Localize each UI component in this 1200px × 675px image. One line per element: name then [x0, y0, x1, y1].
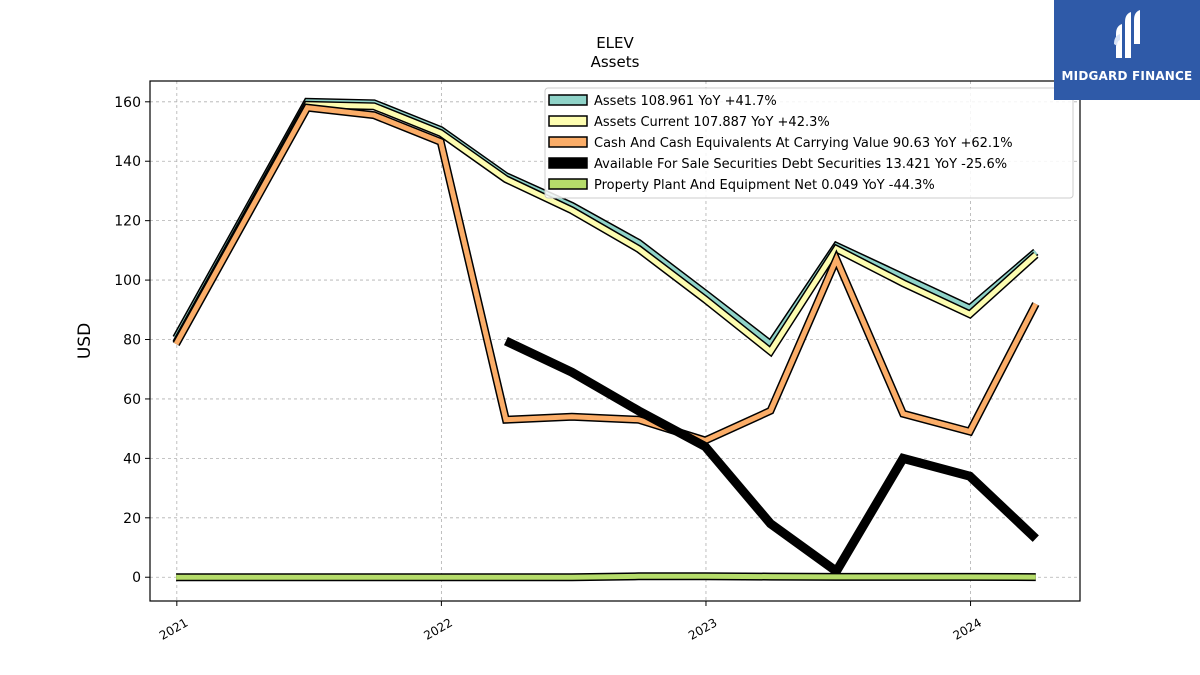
y-tick-label: 100 — [114, 273, 141, 289]
series-layer — [172, 97, 1040, 582]
y-tick-label: 120 — [114, 214, 141, 230]
legend-swatch — [548, 115, 588, 127]
y-axis-label: USD — [75, 323, 95, 359]
midgard-m-logo-icon — [1114, 10, 1140, 58]
y-tick-label: 40 — [123, 451, 141, 467]
legend-label: Property Plant And Equipment Net 0.049 Y… — [594, 178, 935, 193]
x-tick-label: 2024 — [951, 615, 984, 642]
y-tick-label: 160 — [114, 95, 141, 111]
legend: Assets 108.961 YoY +41.7% Assets Current … — [544, 87, 1074, 199]
x-tick-label: 2022 — [421, 615, 454, 642]
legend-box — [544, 87, 1074, 199]
series-line-3 — [503, 336, 1039, 578]
y-tick-label: 0 — [132, 570, 141, 586]
y-tick-label: 60 — [123, 392, 141, 408]
x-tick-label: 2021 — [157, 615, 190, 642]
y-tick-label: 140 — [114, 154, 141, 170]
legend-label: Available For Sale Securities Debt Secur… — [594, 157, 1007, 172]
chart-subtitle: Assets — [591, 53, 640, 71]
series-line-1 — [173, 102, 1038, 356]
chart-title: ELEV — [596, 34, 634, 52]
legend-swatch — [548, 178, 588, 190]
y-tick-label: 80 — [123, 333, 141, 349]
y-tick-label: 20 — [123, 511, 141, 527]
x-tick-label: 2023 — [686, 615, 719, 642]
series-line-2 — [173, 105, 1039, 444]
brand-logo-text: MIDGARD FINANCE — [1061, 69, 1193, 83]
legend-swatch — [548, 94, 588, 106]
series-line-4 — [176, 573, 1036, 580]
brand-logo: MIDGARD FINANCE — [1054, 0, 1200, 100]
legend-label: Cash And Cash Equivalents At Carrying Va… — [594, 136, 1013, 151]
legend-label: Assets 108.961 YoY +41.7% — [594, 94, 777, 109]
legend-swatch — [548, 136, 588, 148]
plot-frame — [149, 80, 1081, 602]
legend-label: Assets Current 107.887 YoY +42.3% — [594, 115, 830, 130]
legend-swatch — [548, 157, 588, 169]
